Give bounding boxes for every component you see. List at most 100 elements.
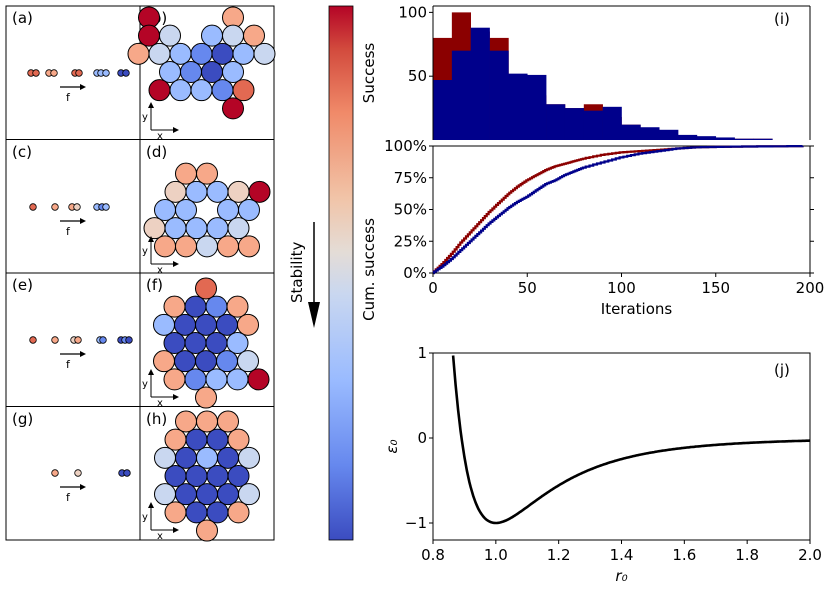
panel-label-f: (f) [146,276,163,294]
cluster-particle [148,42,171,65]
cluster-particle [175,235,197,258]
x-axis-label: x [157,265,163,276]
cluster-particle [206,428,229,451]
particle-dot [75,69,83,77]
cluster-particle [216,313,238,336]
histogram-bar [715,137,735,140]
cum-y-tick-label: 75% [394,169,427,187]
particle-dot [51,203,59,211]
potential-curve [451,355,811,525]
histogram-bar [546,104,566,140]
histogram-bar [640,127,660,140]
stability-arrow [308,222,320,328]
cluster-particle [196,162,218,185]
cluster-particle [163,332,186,354]
cluster-particle [159,61,181,83]
cluster-particle [227,180,250,203]
cluster-particle [138,24,160,47]
cluster-particle [216,350,238,373]
particle-dot [74,336,82,344]
y-axis-arrow-head [148,236,154,242]
cum-x-axis-label: Iterations [601,300,673,318]
cum-y-tick-label: 25% [394,232,427,250]
cluster-particle [184,332,207,354]
cluster-particle [175,446,197,469]
hist-y-axis-label: Success [360,43,378,104]
particle-dot [29,336,37,344]
cluster-particle [206,180,229,203]
lj-x-tick-label: 1.6 [672,546,696,564]
particle-dot [51,469,59,477]
cluster-particle [195,277,217,300]
cluster-particle [217,410,239,433]
cluster-particle [143,217,166,240]
cluster-particle [196,235,218,258]
cluster-particle [180,61,202,83]
cluster-particle [226,332,249,354]
lj-frame [432,352,811,541]
particle-dot [125,336,133,344]
cluster-particle [154,483,176,506]
force-label: f [66,491,71,504]
lj-x-tick-label: 1.2 [547,546,571,564]
stability-label: Stability [288,242,306,304]
x-axis-arrow-head [173,527,179,533]
cluster-particle [190,42,213,65]
particle-dot [32,69,40,77]
cluster-particle [206,217,229,240]
lj-x-tick-label: 1.4 [610,546,634,564]
cluster-particle [164,501,187,524]
cluster-particle [238,199,260,221]
cluster-particle [153,350,175,373]
histogram-bar [696,136,717,140]
cluster-particle [184,295,207,318]
cumulative-success-plot: 0 50 100 150 200 0% 25% 50% 75% 100% Iterations Cum… [360,137,824,321]
force-arrow-head [80,218,86,224]
cluster-particle [237,313,259,336]
cluster-particle [164,465,187,487]
cum-series-line [432,145,804,275]
cluster-particle [227,501,250,524]
cluster-particle [195,350,217,373]
cluster-particle [201,61,223,83]
cluster-particle [217,199,239,221]
panel-label-j: (j) [774,361,790,379]
cluster-particle [222,97,244,120]
force-arrow-head [80,484,86,490]
cluster-particle [185,180,208,203]
cluster-particle [227,217,250,240]
particle-dot [51,336,59,344]
particle-dot [73,203,81,211]
cluster-particle [175,410,197,433]
cluster-particle [206,501,229,524]
cluster-particle [205,295,228,318]
cluster-particle [211,42,234,65]
cum-x-tick-label: 200 [796,279,825,297]
cum-y-tick-label: 50% [394,201,427,219]
panel-label-g: (g) [12,410,33,428]
cluster-particle [227,428,250,451]
cluster-particle [211,79,234,102]
force-label: f [66,225,71,238]
histogram-bar [433,80,453,140]
x-axis-arrow-head [173,261,179,267]
x-axis-label: x [157,531,163,542]
lj-x-tick-label: 1.8 [735,546,759,564]
cluster-particle [217,446,239,469]
cluster-particle [163,295,186,318]
y-axis-arrow-head [148,502,154,508]
cluster-particle [195,386,217,409]
cluster-particle [201,24,223,47]
cluster-particle [190,79,213,102]
cum-x-tick-label: 150 [701,279,730,297]
cluster-particle [222,61,244,83]
cluster-particle [163,368,186,391]
cluster-particle [196,519,218,542]
cluster-particle [154,235,176,258]
cluster-particle [196,410,218,433]
success-histogram: 50 100 Success [360,3,811,141]
cluster-particle [154,199,176,221]
cluster-particle [206,465,229,487]
